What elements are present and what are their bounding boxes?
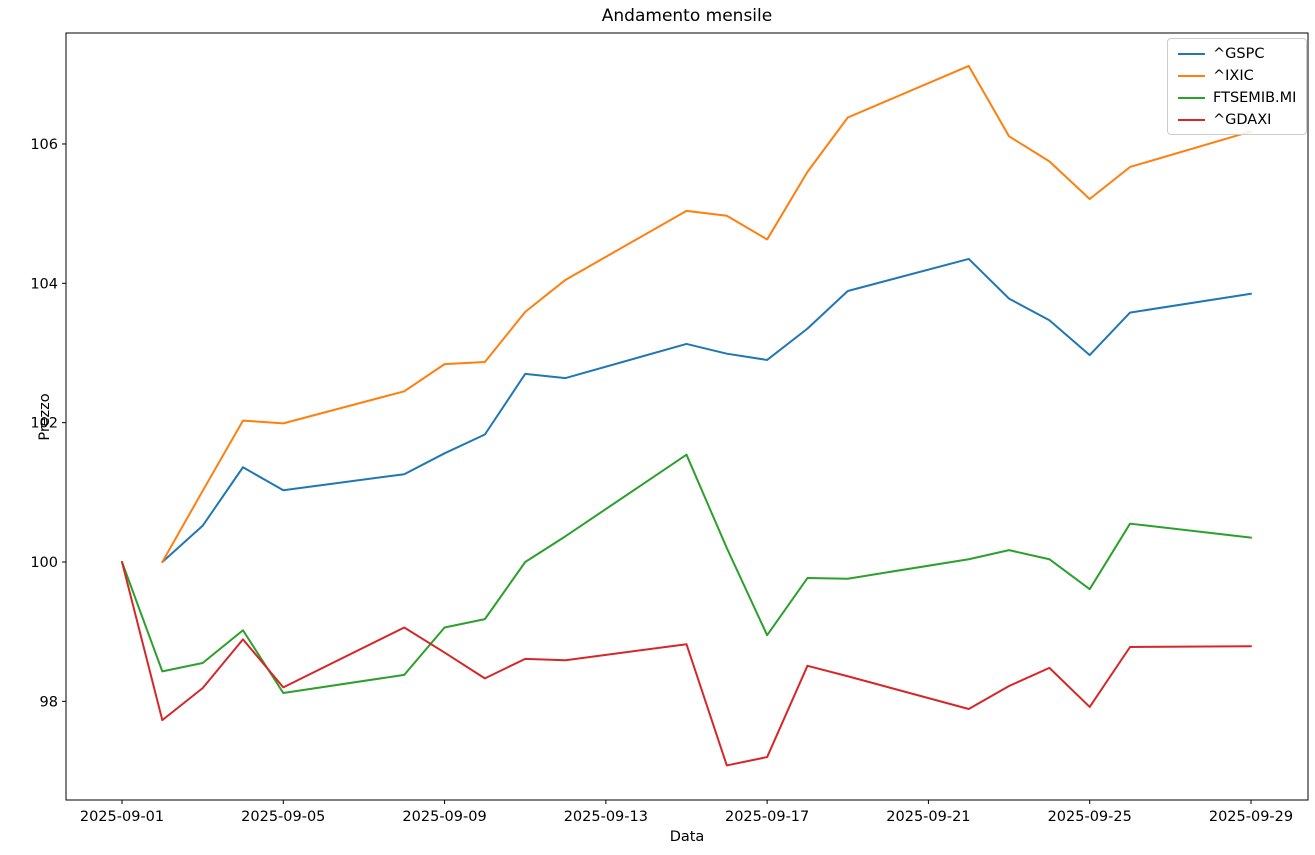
y-tick-label: 100 <box>30 555 58 571</box>
legend-line-sample <box>1178 96 1205 99</box>
legend-line-sample <box>1178 74 1205 77</box>
x-tick-label: 2025-09-09 <box>402 809 486 825</box>
series-line-gspc <box>161 257 1252 563</box>
y-tick-label: 102 <box>30 416 58 432</box>
series-line-ftsemibmi <box>121 453 1252 694</box>
chart-title: Andamento mensile <box>601 6 773 26</box>
legend: ^GSPC ^IXIC FTSEMIB.MI ^GDAXI <box>1167 38 1308 135</box>
legend-line-sample <box>1178 52 1205 55</box>
x-tick-label: 2025-09-25 <box>1048 809 1132 825</box>
legend-label: ^GSPC <box>1213 45 1265 62</box>
legend-label: FTSEMIB.MI <box>1213 89 1297 106</box>
legend-line-sample <box>1178 118 1205 121</box>
x-tick-label: 2025-09-01 <box>80 809 164 825</box>
series-line-ixic <box>161 64 1252 563</box>
y-axis-label: Prezzo <box>37 393 53 441</box>
x-axis-label: Data <box>669 829 705 845</box>
x-tick-label: 2025-09-21 <box>886 809 970 825</box>
legend-item: ^IXIC <box>1178 67 1296 84</box>
legend-item: ^GDAXI <box>1178 111 1296 128</box>
y-tick-label: 104 <box>30 276 58 292</box>
legend-label: ^GDAXI <box>1213 111 1272 128</box>
y-tick-label: 98 <box>40 694 58 710</box>
y-tick-label: 106 <box>30 137 58 153</box>
x-tick-label: 2025-09-13 <box>564 809 648 825</box>
x-tick-label: 2025-09-29 <box>1209 809 1293 825</box>
legend-item: FTSEMIB.MI <box>1178 89 1297 106</box>
legend-label: ^IXIC <box>1213 67 1254 84</box>
series-line-gdaxi <box>121 561 1252 767</box>
legend-item: ^GSPC <box>1178 45 1296 62</box>
x-tick-label: 2025-09-17 <box>725 809 809 825</box>
axes-frame <box>65 32 1309 801</box>
x-tick-label: 2025-09-05 <box>241 809 325 825</box>
